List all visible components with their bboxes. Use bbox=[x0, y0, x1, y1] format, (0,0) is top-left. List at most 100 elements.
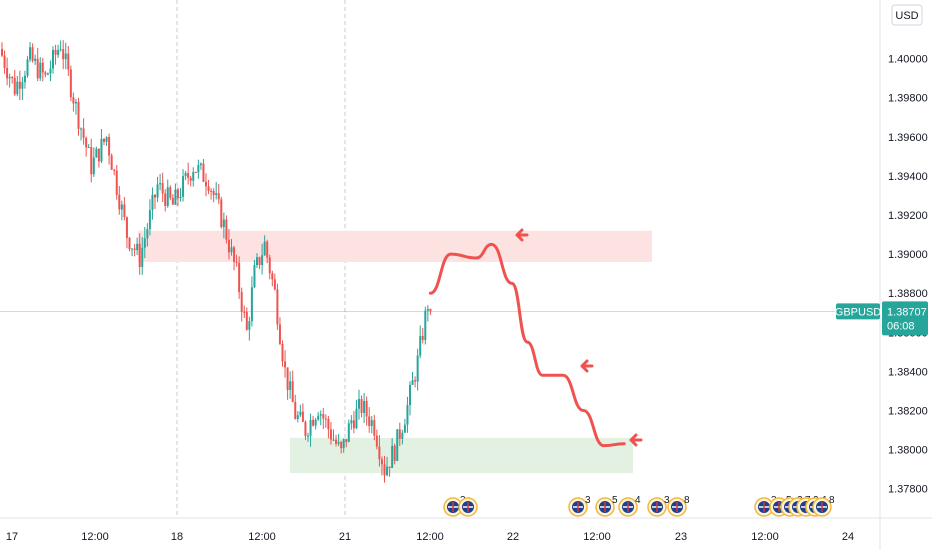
x-tick-label: 22 bbox=[507, 531, 519, 543]
candle-body bbox=[301, 411, 304, 422]
countdown-label: 06:08 bbox=[887, 320, 915, 332]
candle-body bbox=[80, 128, 83, 130]
event-count-label: 5 bbox=[612, 495, 618, 506]
x-tick-label: 12:00 bbox=[583, 531, 611, 543]
candle-body bbox=[289, 381, 292, 390]
candle-body bbox=[148, 209, 151, 230]
event-group-2-item: 5 bbox=[595, 495, 618, 517]
candle-body bbox=[245, 311, 248, 330]
candle-body bbox=[67, 53, 70, 70]
candle-body bbox=[8, 77, 11, 79]
candle-body bbox=[171, 197, 174, 205]
candle-body bbox=[125, 217, 128, 238]
candle-body bbox=[110, 155, 113, 170]
candle-body bbox=[151, 194, 154, 210]
candle-body bbox=[176, 189, 179, 199]
currency-label: USD bbox=[895, 10, 918, 22]
x-tick-label: 23 bbox=[675, 531, 687, 543]
arrow-mid-icon bbox=[580, 359, 594, 373]
candle-body bbox=[324, 418, 327, 420]
candle-body bbox=[340, 442, 343, 449]
y-tick-label: 1.38400 bbox=[888, 366, 928, 378]
candle-body bbox=[299, 411, 302, 416]
event-group-2-item: 8 bbox=[667, 495, 690, 517]
candle-body bbox=[393, 445, 396, 461]
candle-body bbox=[113, 169, 116, 171]
candle-body bbox=[309, 419, 312, 436]
candle-body bbox=[355, 408, 358, 429]
candle-body bbox=[342, 439, 345, 449]
candle-body bbox=[225, 219, 228, 240]
symbol-label: GBPUSD bbox=[835, 306, 882, 318]
event-count-label: 3 bbox=[664, 495, 670, 506]
candle-body bbox=[401, 432, 404, 439]
event-group-2-item: 4 bbox=[618, 495, 641, 517]
candle-body bbox=[23, 75, 26, 83]
candle-body bbox=[16, 81, 19, 95]
candle-body bbox=[370, 420, 373, 427]
candle-body bbox=[87, 147, 90, 149]
arrow-demand-icon bbox=[629, 433, 643, 447]
candle-body bbox=[386, 466, 389, 476]
events-layer: 3354383527318 bbox=[443, 495, 835, 517]
demand-zone bbox=[290, 437, 633, 474]
y-tick-label: 1.38200 bbox=[888, 405, 928, 417]
candle-body bbox=[312, 419, 315, 426]
last-price-value: 1.38707 bbox=[887, 306, 927, 318]
candle-body bbox=[57, 50, 60, 55]
candle-body bbox=[258, 257, 261, 266]
candle-body bbox=[347, 423, 350, 442]
candle-body bbox=[161, 183, 164, 194]
candle-body bbox=[11, 77, 14, 79]
y-tick-label: 1.38800 bbox=[888, 288, 928, 300]
candle-body bbox=[332, 439, 335, 441]
candle-body bbox=[174, 189, 177, 205]
x-tick-label: 21 bbox=[339, 531, 351, 543]
candle-body bbox=[131, 248, 134, 250]
candle-body bbox=[365, 400, 368, 417]
candle-body bbox=[248, 321, 251, 330]
event-group-2-item: 3 bbox=[568, 495, 591, 517]
candle-body bbox=[319, 414, 322, 416]
candle-body bbox=[39, 62, 42, 79]
candle-body bbox=[273, 279, 276, 290]
y-tick-label: 1.40000 bbox=[888, 54, 928, 66]
candle-body bbox=[419, 335, 422, 356]
zones-layer bbox=[138, 230, 652, 474]
x-tick-label: 18 bbox=[171, 531, 183, 543]
candle-body bbox=[250, 287, 253, 322]
price-badge-layer: GBPUSD 1.38707 06:08 bbox=[835, 301, 928, 336]
candle-body bbox=[368, 416, 371, 427]
candle-body bbox=[82, 128, 85, 138]
candle-body bbox=[46, 73, 49, 75]
candle-body bbox=[64, 53, 67, 60]
candle-body bbox=[49, 68, 52, 74]
candle-body bbox=[271, 273, 274, 280]
arrow-supply-icon bbox=[515, 228, 529, 242]
candle-body bbox=[210, 190, 213, 192]
candle-body bbox=[52, 49, 54, 69]
candle-body bbox=[44, 72, 47, 75]
candle-body bbox=[352, 420, 355, 429]
candle-body bbox=[429, 308, 432, 312]
event-count-label: 3 bbox=[585, 495, 591, 506]
candle-body bbox=[118, 194, 121, 210]
candle-body bbox=[329, 429, 332, 440]
candle-body bbox=[268, 257, 271, 274]
candle-body bbox=[103, 138, 105, 142]
candle-body bbox=[243, 311, 246, 313]
candle-body bbox=[215, 193, 218, 196]
y-tick-label: 1.39400 bbox=[888, 171, 928, 183]
candle-body bbox=[378, 446, 381, 460]
candle-body bbox=[253, 265, 256, 288]
candle-body bbox=[95, 148, 98, 158]
x-tick-label: 17 bbox=[6, 531, 18, 543]
candle-body bbox=[411, 380, 414, 385]
candle-body bbox=[164, 193, 167, 206]
last-price-badge bbox=[882, 301, 928, 336]
candle-body bbox=[360, 399, 363, 413]
candle-body bbox=[383, 464, 386, 476]
candle-body bbox=[398, 429, 401, 439]
event-count-label: 8 bbox=[684, 495, 690, 506]
